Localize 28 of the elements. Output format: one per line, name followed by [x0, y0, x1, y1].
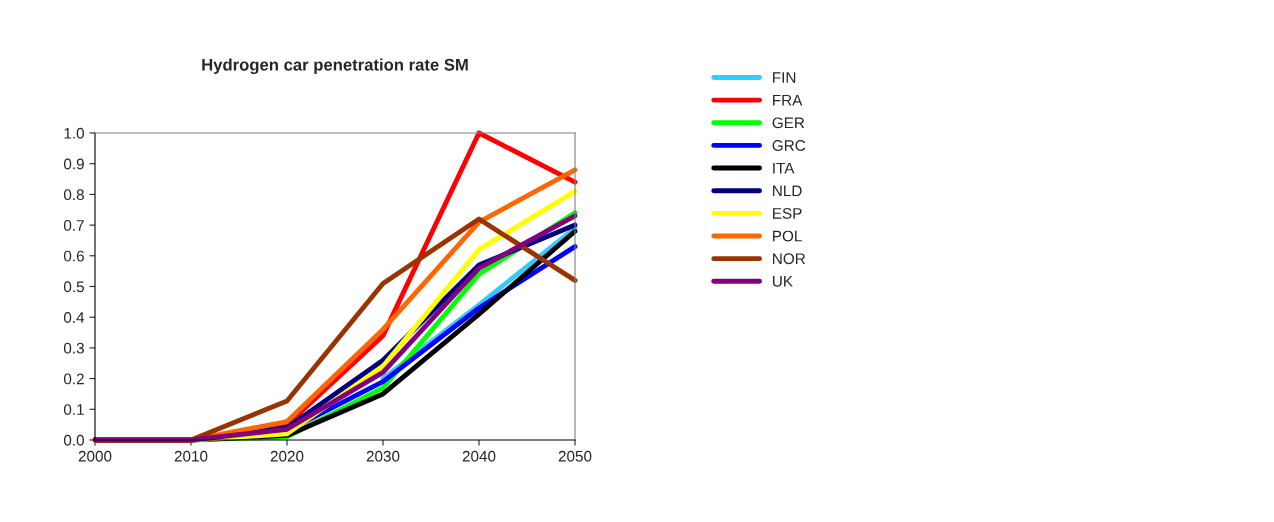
y-tick-label: 0.0 [63, 434, 84, 446]
y-tick-label: 0.8 [63, 189, 84, 201]
x-tick-label: 2020 [270, 450, 304, 462]
x-tick-label: 2050 [558, 450, 592, 462]
y-tick-label: 0.4 [63, 312, 85, 323]
x-tick-label: 2040 [462, 450, 496, 462]
legend-label: GRC [772, 140, 806, 151]
x-tick-label: 2030 [366, 450, 400, 462]
legend-label: ITA [773, 162, 795, 174]
legend-label: GER [772, 117, 805, 129]
y-tick-label: 0.7 [63, 219, 84, 231]
legend-label: UK [772, 276, 793, 287]
y-tick-label: 0.6 [63, 250, 84, 262]
y-tick-label: 0.9 [63, 158, 84, 170]
y-tick-label: 0.1 [63, 404, 84, 415]
legend-label: FIN [773, 72, 796, 83]
legend-label: FRA [773, 94, 803, 106]
legend-label: POL [773, 230, 802, 242]
chart-title: Hydrogen car penetration rate SM [202, 58, 468, 75]
x-tick-label: 2010 [174, 450, 208, 462]
y-tick-label: 0.5 [63, 281, 84, 293]
y-tick-label: 0.3 [63, 342, 84, 354]
legend-label: NOR [773, 253, 806, 265]
x-tick-label: 2000 [78, 450, 112, 462]
y-tick-label: 0.2 [63, 373, 84, 385]
y-tick-label: 1.0 [64, 127, 84, 139]
legend-label: ESP [773, 208, 802, 219]
legend-label: NLD [773, 185, 802, 197]
